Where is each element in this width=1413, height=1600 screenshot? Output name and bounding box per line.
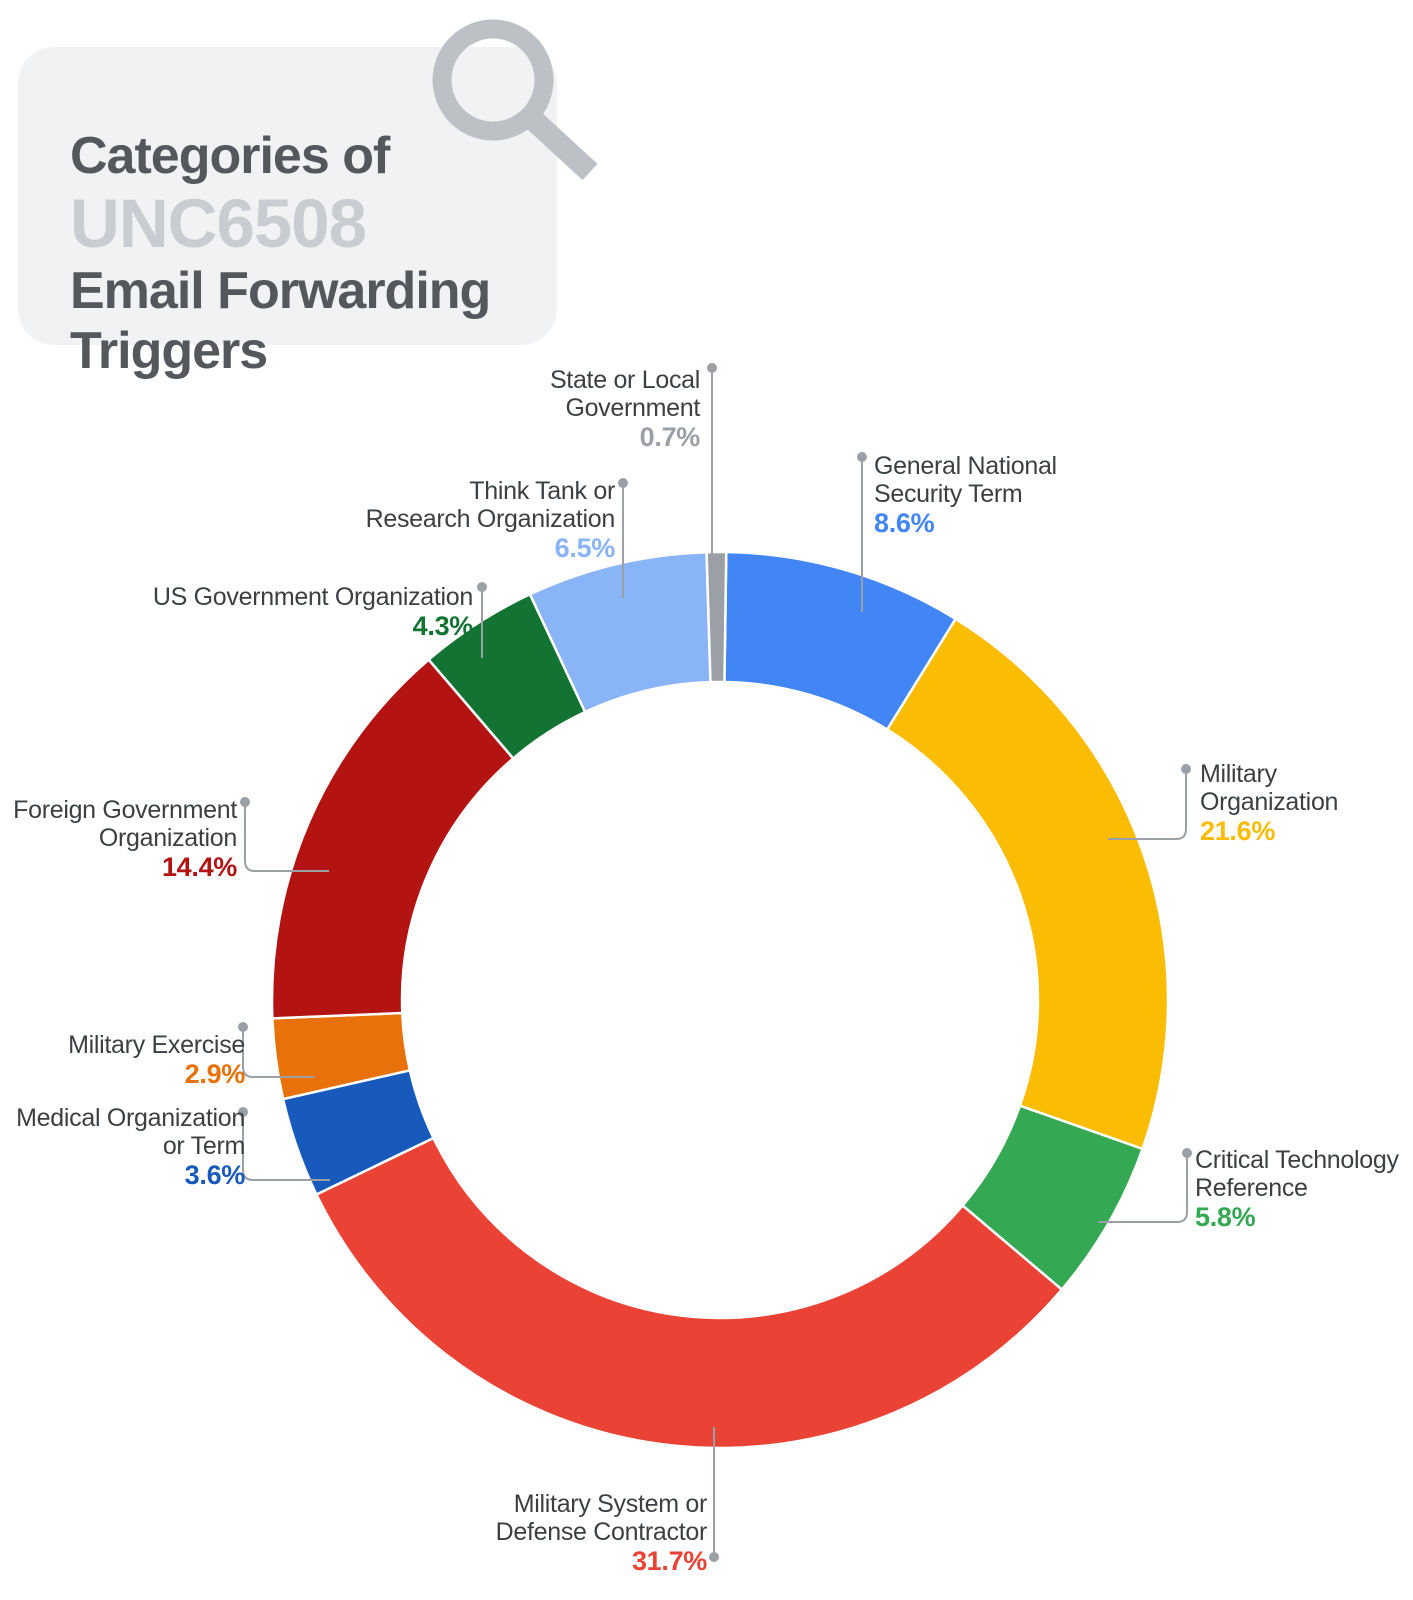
callout-label: Military Exercise: [68, 1031, 245, 1059]
leader-dot-medical-organization-or-term: [238, 1107, 248, 1117]
callout-military-organization: Military Organization 21.6%: [1200, 760, 1338, 847]
leader-dot-general-national-security-term: [857, 452, 867, 462]
callout-general-national-security-term: General National Security Term 8.6%: [874, 452, 1057, 539]
callout-critical-technology-reference: Critical Technology Reference 5.8%: [1195, 1146, 1399, 1233]
callout-percent: 0.7%: [639, 422, 701, 452]
callout-label: Military System or Defense Contractor: [495, 1490, 708, 1546]
callout-military-exercise: Military Exercise 2.9%: [68, 1031, 245, 1090]
leader-line-foreign-government-organization: [244, 802, 329, 872]
callout-label: General National Security Term: [874, 452, 1057, 508]
title-subject: Email Forwarding Triggers: [70, 262, 491, 380]
callout-military-system-or-defense-contractor: Military System or Defense Contractor 31…: [495, 1490, 708, 1577]
segment-state-or-local-government: [705, 550, 728, 684]
callout-percent: 8.6%: [874, 508, 935, 538]
leader-line-critical-technology-reference: [1098, 1153, 1188, 1223]
callout-label: US Government Organization: [152, 583, 473, 611]
leader-dot-military-system-or-defense-contractor: [709, 1552, 719, 1562]
callout-label: Medical Organization or Term: [16, 1104, 245, 1160]
callout-percent: 5.8%: [1195, 1202, 1256, 1232]
leader-dot-critical-technology-reference: [1182, 1148, 1192, 1158]
leader-dot-military-exercise: [238, 1022, 248, 1032]
callout-think-tank-or-research-organization: Think Tank or Research Organization 6.5%: [365, 477, 616, 564]
title-prefix: Categories of: [70, 127, 390, 185]
leader-line-military-exercise: [242, 1027, 314, 1078]
page-title: Categories of UNC6508 Email Forwarding T…: [70, 125, 491, 381]
callout-percent: 31.7%: [631, 1546, 707, 1576]
callout-foreign-government-organization: Foreign Government Organization 14.4%: [13, 796, 237, 883]
callout-state-or-local-government: State or Local Government 0.7%: [550, 366, 700, 453]
segment-military-organization: [885, 617, 1170, 1151]
callout-percent: 2.9%: [184, 1059, 246, 1089]
leader-dot-state-or-local-government: [707, 363, 717, 373]
leader-dot-foreign-government-organization: [240, 797, 250, 807]
callout-percent: 4.3%: [412, 611, 474, 641]
callout-us-government-organization: US Government Organization 4.3%: [153, 583, 473, 642]
leader-line-medical-organization-or-term: [242, 1112, 330, 1181]
callout-label: Foreign Government Organization: [13, 796, 237, 852]
callout-percent: 21.6%: [1200, 816, 1276, 846]
callout-label: State or Local Government: [549, 366, 700, 422]
callout-label: Critical Technology Reference: [1195, 1146, 1399, 1202]
callout-percent: 14.4%: [161, 852, 237, 882]
leader-dot-think-tank-or-research-organization: [618, 478, 628, 488]
title-threat-group: UNC6508: [70, 185, 367, 262]
leader-lines: [238, 363, 1192, 1562]
segment-military-system-or-defense-contractor: [314, 1136, 1064, 1450]
callout-percent: 3.6%: [184, 1160, 246, 1190]
callout-label: Think Tank or Research Organization: [365, 477, 616, 533]
donut-ring: [270, 550, 1170, 1450]
leader-dot-us-government-organization: [477, 582, 487, 592]
callout-medical-organization-or-term: Medical Organization or Term 3.6%: [16, 1104, 245, 1191]
leader-line-military-organization: [1108, 769, 1187, 840]
leader-dot-military-organization: [1181, 764, 1191, 774]
callout-label: Military Organization: [1200, 760, 1339, 816]
callout-percent: 6.5%: [554, 533, 616, 563]
